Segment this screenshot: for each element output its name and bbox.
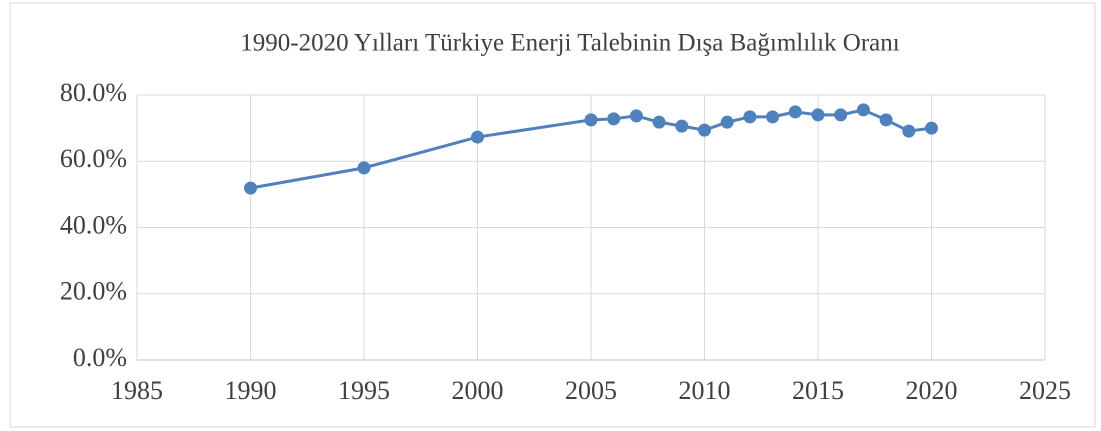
point (629, 109, 643, 123)
y-tick-label: 0.0% (73, 343, 127, 372)
point (743, 110, 757, 124)
x-tick-label: 2020 (906, 376, 958, 405)
point (607, 112, 621, 126)
x-tick-label: 2000 (452, 376, 504, 405)
point (902, 124, 916, 138)
point (698, 123, 711, 137)
chart-border (9, 2, 1096, 428)
point (584, 113, 598, 127)
point (879, 113, 893, 127)
y-tick-label: 20.0% (60, 277, 127, 306)
point (856, 103, 870, 117)
y-tick-label: 40.0% (60, 210, 127, 239)
x-tick-label: 2025 (1019, 376, 1071, 405)
x-tick-label: 1995 (338, 376, 390, 405)
x-tick-label: 2005 (565, 376, 617, 405)
point (675, 119, 689, 133)
point (244, 181, 257, 195)
y-tick-label: 60.0% (60, 144, 127, 173)
point (766, 110, 780, 124)
x-tick-label: 2015 (792, 376, 844, 405)
x-tick-label: 1990 (225, 376, 277, 405)
x-tick-label: 1985 (111, 376, 163, 405)
point (720, 115, 734, 129)
point (471, 130, 484, 144)
point (811, 108, 825, 122)
point (788, 105, 802, 119)
y-tick-label: 80.0% (60, 78, 127, 107)
point (925, 121, 938, 135)
point (834, 108, 848, 122)
x-tick-label: 2010 (679, 376, 731, 405)
chart-title: 1990-2020 Yılları Türkiye Enerji Talebin… (240, 30, 900, 57)
point (357, 161, 371, 175)
point (652, 115, 666, 129)
